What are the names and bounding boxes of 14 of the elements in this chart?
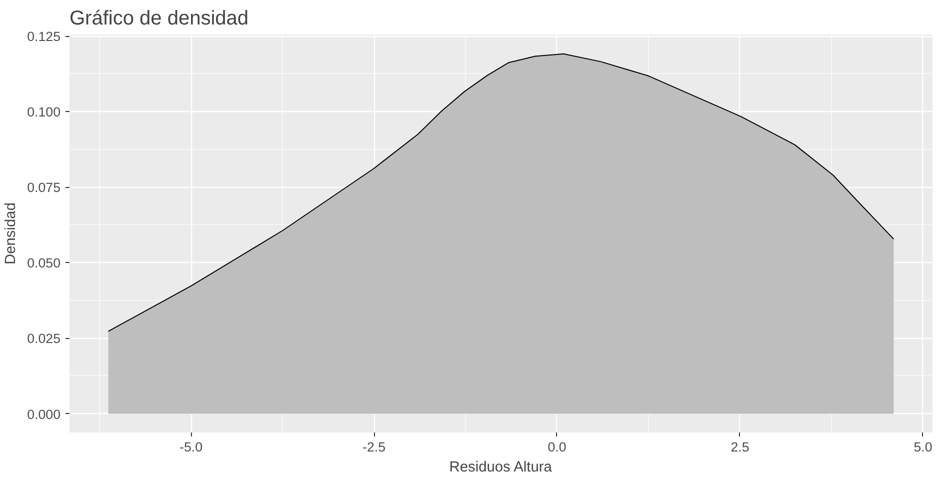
- y-tick-label: 0.075: [27, 180, 61, 196]
- y-tick-label: 0.100: [27, 104, 61, 120]
- chart-title: Gráfico de densidad: [70, 8, 249, 30]
- x-axis-title: Residuos Altura: [449, 460, 553, 476]
- x-tick-label: 2.5: [730, 440, 750, 454]
- y-tick-label: 0.050: [27, 256, 61, 271]
- y-tick-label: 0.000: [27, 406, 61, 422]
- x-tick-label: -2.5: [362, 440, 386, 454]
- x-tick-label: 0.0: [548, 440, 566, 454]
- y-axis-title: Densidad: [3, 202, 20, 264]
- x-tick-label: -5.0: [180, 440, 202, 454]
- x-tick-label: 5.0: [914, 440, 932, 454]
- y-tick-label: 0.025: [27, 331, 61, 346]
- y-tick-label: 0.125: [27, 29, 61, 44]
